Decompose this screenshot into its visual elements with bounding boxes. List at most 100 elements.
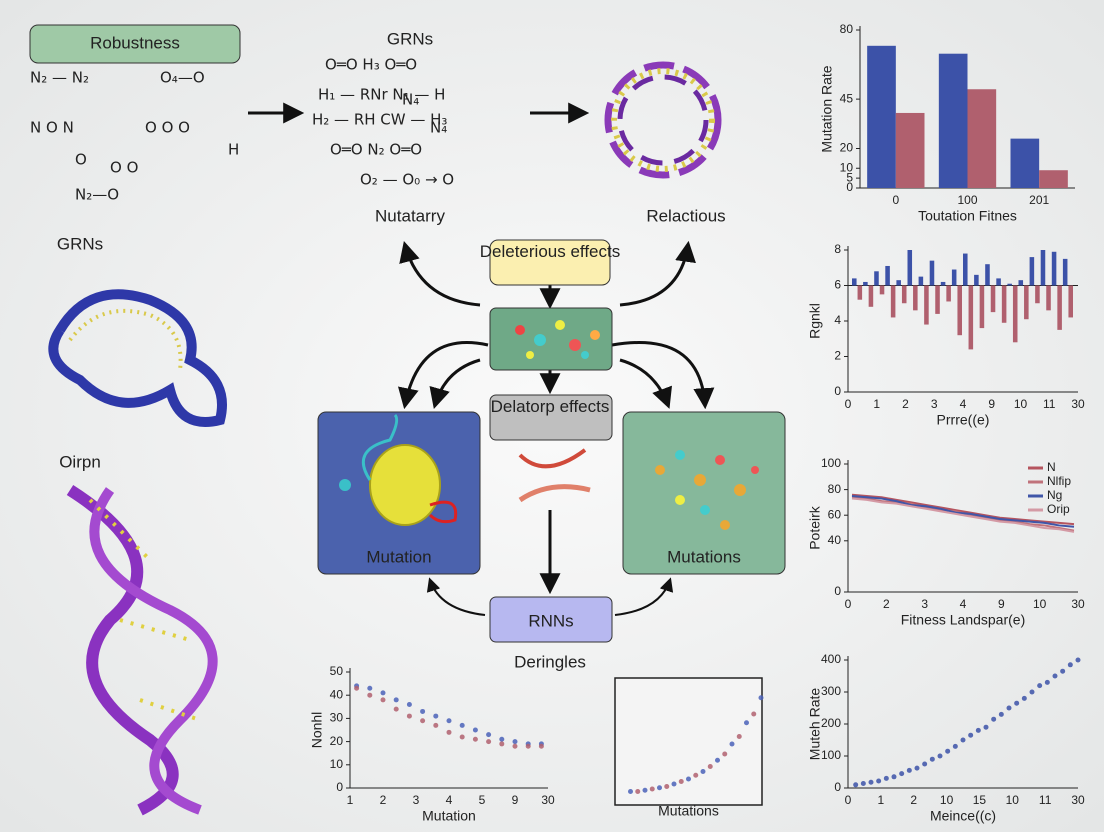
point xyxy=(945,748,951,754)
point xyxy=(486,739,492,745)
bar xyxy=(938,53,968,189)
y-tick-label: 10 xyxy=(330,757,344,771)
point xyxy=(952,743,958,749)
bar xyxy=(929,260,935,286)
y-tick-label: 4 xyxy=(834,313,841,327)
dna-blob xyxy=(48,289,227,427)
point xyxy=(758,695,764,701)
point xyxy=(1052,673,1058,679)
legend-label: Orip xyxy=(1047,502,1070,516)
legend-label: Ng xyxy=(1047,488,1062,502)
y-tick-label: 6 xyxy=(834,278,841,292)
bar xyxy=(867,45,896,188)
bar xyxy=(1024,285,1029,320)
robustness-label: Robustness xyxy=(90,33,180,52)
point xyxy=(707,764,713,769)
point xyxy=(937,753,943,759)
x-tick-label: 30 xyxy=(541,793,555,807)
point xyxy=(525,743,531,749)
point xyxy=(729,741,735,747)
bar xyxy=(957,285,962,336)
line xyxy=(851,497,1075,533)
x-tick-label: 3 xyxy=(413,793,420,807)
y-tick-label: 0 xyxy=(834,384,841,398)
point xyxy=(657,785,662,791)
point xyxy=(860,781,866,787)
bar xyxy=(863,281,868,286)
point xyxy=(891,774,897,780)
point xyxy=(853,782,859,788)
point xyxy=(1029,689,1035,695)
point xyxy=(459,734,465,740)
robustness-box xyxy=(29,24,241,64)
x-tick-label: 0 xyxy=(845,397,852,411)
formula: O═O N₂ O═O xyxy=(330,141,422,159)
point xyxy=(983,724,989,730)
y-tick-label: 45 xyxy=(840,91,854,105)
bar xyxy=(1001,285,1007,323)
grns-left: GRNs xyxy=(57,234,103,253)
mutations-label: Mutations xyxy=(667,547,741,566)
point xyxy=(628,789,633,794)
bar xyxy=(946,285,951,302)
bar xyxy=(996,278,1001,286)
x-tick-label: 10 xyxy=(1033,597,1047,611)
formula: O xyxy=(75,151,87,169)
bar xyxy=(924,285,929,325)
arrows xyxy=(248,102,715,616)
y-axis-label: Muteh Rate xyxy=(807,688,823,761)
point xyxy=(715,757,720,763)
y-tick-label: 2 xyxy=(834,349,841,363)
formula: N₂ — N₂ xyxy=(30,69,89,87)
x-tick-label: 11 xyxy=(1043,397,1056,411)
y-tick-label: 0 xyxy=(846,180,853,194)
x-tick-label: 4 xyxy=(446,793,453,807)
y-tick-label: 20 xyxy=(840,141,854,155)
relactious-label: Relactious xyxy=(646,206,725,225)
x-tick-label: 15 xyxy=(973,793,987,807)
point xyxy=(751,711,757,717)
bar xyxy=(979,285,985,329)
bar xyxy=(1039,170,1068,188)
x-axis-label: Meince((c) xyxy=(930,808,996,824)
bar xyxy=(968,285,974,350)
point xyxy=(635,789,641,794)
x-tick-label: 0 xyxy=(845,793,852,807)
y-tick-label: 20 xyxy=(330,734,344,748)
bar xyxy=(1035,285,1040,304)
point xyxy=(472,736,478,742)
point xyxy=(883,775,889,781)
x-tick-label: 11 xyxy=(1039,793,1052,807)
x-axis-label: Mutation xyxy=(422,808,476,824)
legend-label: Nlfip xyxy=(1047,474,1071,488)
deleterious-box xyxy=(489,239,611,286)
point xyxy=(380,697,386,703)
x-tick-label: 2 xyxy=(380,793,387,807)
point xyxy=(914,765,920,771)
formula: O═O H₃ O═O xyxy=(325,56,417,74)
bar xyxy=(895,112,925,188)
bar xyxy=(1040,250,1046,286)
point xyxy=(446,729,452,735)
point xyxy=(472,727,478,733)
y-tick-label: 80 xyxy=(840,22,854,36)
point xyxy=(975,727,981,733)
bar xyxy=(907,250,913,286)
x-tick-label: 30 xyxy=(1071,397,1085,411)
point xyxy=(922,761,928,767)
rnns-box xyxy=(489,596,613,643)
dna-helix xyxy=(66,484,218,816)
point xyxy=(367,685,373,691)
x-tick-label: 3 xyxy=(931,397,938,411)
x-tick-label: 100 xyxy=(957,193,977,207)
x-tick-label: 2 xyxy=(883,597,890,611)
point xyxy=(722,751,728,757)
bar xyxy=(874,271,879,286)
bar xyxy=(1010,138,1040,188)
y-axis-label: Nonhl xyxy=(309,712,325,749)
point xyxy=(1021,695,1027,701)
red-arrow xyxy=(518,484,591,503)
bar xyxy=(940,281,946,286)
bar xyxy=(868,285,874,307)
